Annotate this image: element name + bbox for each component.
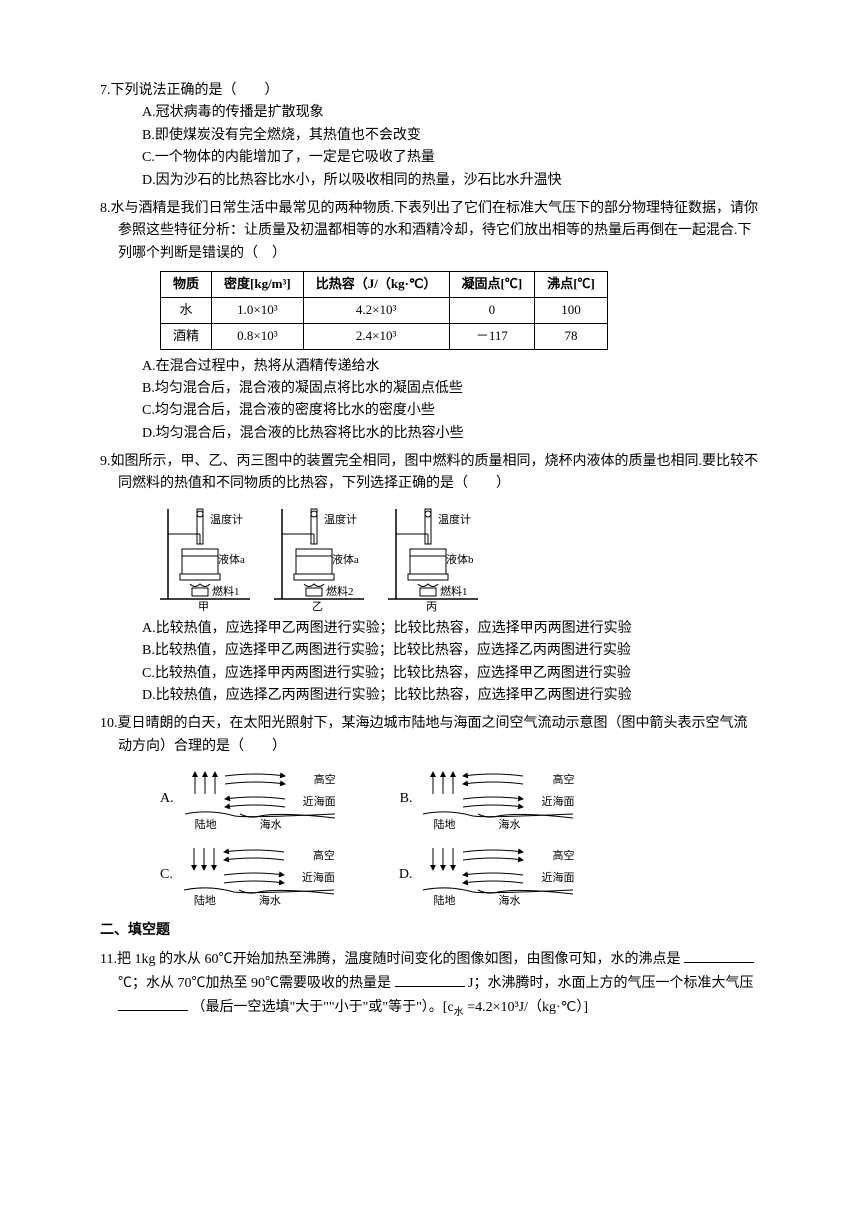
label-fuel: 燃料1 <box>212 584 240 602</box>
label-land: 陆地 <box>433 817 455 835</box>
label-liquid: 液体b <box>446 552 474 570</box>
q9-opt-c: C.比较热值，应选择甲丙两图进行实验；比较比热容，应选择甲乙两图进行实验 <box>100 663 760 685</box>
q8-th1: 密度[kg/m³] <box>212 272 304 298</box>
q9-opt-d: D.比较热值，应选择乙丙两图进行实验；比较比热容，应选择甲乙两图进行实验 <box>100 685 760 707</box>
air-flow-a: 高空 近海面 陆地 海水 <box>180 764 340 834</box>
q8-opt-d: D.均匀混合后，混合液的比热容将比水的比热容小些 <box>100 423 760 445</box>
q10-row2: C. 高空 近海面 陆地 海水 <box>160 840 760 910</box>
label-liquid: 液体a <box>332 552 359 570</box>
blank-2 <box>395 971 465 987</box>
q8-th0: 物质 <box>161 272 212 298</box>
label-near: 近海面 <box>541 870 574 888</box>
label-near: 近海面 <box>303 794 336 812</box>
q8-stem: 8.水与酒精是我们日常生活中最常见的两种物质.下表列出了它们在标准大气压下的部分… <box>100 198 760 265</box>
air-flow-d: 高空 近海面 陆地 海水 <box>418 840 578 910</box>
blank-1 <box>684 947 754 963</box>
q7-opt-b: B.即使煤炭没有完全燃烧，其热值也不会改变 <box>100 125 760 147</box>
air-flow-c: 高空 近海面 陆地 海水 <box>179 840 339 910</box>
label-high: 高空 <box>552 772 574 790</box>
question-11: 11.把 1kg 的水从 60℃开始加热至沸腾，温度随时间变化的图像如图，由图像… <box>100 947 760 1022</box>
label-high: 高空 <box>552 848 574 866</box>
q10-item-c: C. 高空 近海面 陆地 海水 <box>160 840 339 910</box>
q7-opt-a: A.冠状病毒的传播是扩散现象 <box>100 102 760 124</box>
q9-setup-jia: 温度计 液体a 燃料1 甲 <box>160 504 250 614</box>
q10-label-a: A. <box>160 788 174 810</box>
section-2-title: 二、填空题 <box>100 920 760 942</box>
q10-row1: A. 高空 近海面 陆地 海水 <box>160 764 760 834</box>
label-bing: 丙 <box>426 599 437 617</box>
q7-opt-c: C.一个物体的内能增加了，一定是它吸收了热量 <box>100 147 760 169</box>
q10-label-d: D. <box>399 864 413 886</box>
label-jia: 甲 <box>198 599 209 617</box>
q8-r1c0: 酒精 <box>161 323 212 349</box>
q8-table: 物质 密度[kg/m³] 比热容（J/（kg·℃） 凝固点[℃] 沸点[℃] 水… <box>160 271 608 349</box>
label-land: 陆地 <box>433 893 455 911</box>
label-thermometer: 温度计 <box>210 512 243 530</box>
q10-item-b: B. 高空 近海面 陆地 海水 <box>400 764 579 834</box>
label-sea: 海水 <box>259 893 281 911</box>
label-land: 陆地 <box>194 893 216 911</box>
q8-opt-a: A.在混合过程中，热将从酒精传递给水 <box>100 356 760 378</box>
q9-stem: 9.如图所示，甲、乙、丙三图中的装置完全相同，图中燃料的质量相同，烧杯内液体的质… <box>100 451 760 496</box>
label-thermometer: 温度计 <box>438 512 471 530</box>
q8-th3: 凝固点[℃] <box>449 272 535 298</box>
label-thermometer: 温度计 <box>324 512 357 530</box>
q9-opt-a: A.比较热值，应选择甲乙两图进行实验；比较比热容，应选择甲丙两图进行实验 <box>100 618 760 640</box>
q10-label-b: B. <box>400 788 413 810</box>
label-sea: 海水 <box>498 893 520 911</box>
q11-p2: ℃；水从 70℃加热至 90℃需要吸收的热量是 <box>118 976 391 991</box>
label-sea: 海水 <box>260 817 282 835</box>
q7-stem: 7.下列说法正确的是（ ） <box>100 80 760 102</box>
label-high: 高空 <box>314 772 336 790</box>
label-fuel: 燃料1 <box>440 584 468 602</box>
q8-r0c4: 100 <box>535 297 608 323</box>
q11-p5: =4.2×10³J/（kg·℃）] <box>467 1000 588 1015</box>
q8-r0c0: 水 <box>161 297 212 323</box>
q9-setup-yi: 温度计 液体a 燃料2 乙 <box>274 504 364 614</box>
q8-r0c2: 4.2×10³ <box>303 297 449 323</box>
label-land: 陆地 <box>195 817 217 835</box>
label-liquid: 液体a <box>218 552 245 570</box>
q10-item-a: A. 高空 近海面 陆地 海水 <box>160 764 340 834</box>
question-8: 8.水与酒精是我们日常生活中最常见的两种物质.下表列出了它们在标准大气压下的部分… <box>100 198 760 445</box>
q8-r1c1: 0.8×10³ <box>212 323 304 349</box>
label-high: 高空 <box>313 848 335 866</box>
q7-opt-d: D.因为沙石的比热容比水小，所以吸收相同的热量，沙石比水升温快 <box>100 170 760 192</box>
q8-th4: 沸点[℃] <box>535 272 608 298</box>
air-flow-b: 高空 近海面 陆地 海水 <box>418 764 578 834</box>
label-fuel: 燃料2 <box>326 584 354 602</box>
q8-r0c3: 0 <box>449 297 535 323</box>
label-near: 近海面 <box>302 870 335 888</box>
q9-opt-b: B.比较热值，应选择甲乙两图进行实验；比较比热容，应选择乙丙两图进行实验 <box>100 640 760 662</box>
q8-r1c4: 78 <box>535 323 608 349</box>
q8-opt-b: B.均匀混合后，混合液的凝固点将比水的凝固点低些 <box>100 378 760 400</box>
label-near: 近海面 <box>541 794 574 812</box>
q8-r1c2: 2.4×10³ <box>303 323 449 349</box>
q11-p4: （最后一空选填"大于""小于"或"等于"）。[c <box>192 1000 454 1015</box>
q10-item-d: D. 高空 近海面 陆地 海水 <box>399 840 579 910</box>
q8-r0c1: 1.0×10³ <box>212 297 304 323</box>
q11-p3: J；水沸腾时，水面上方的气压一个标准大气压 <box>468 976 753 991</box>
q10-label-c: C. <box>160 864 173 886</box>
label-sea: 海水 <box>498 817 520 835</box>
q11-sub: 水 <box>454 1007 464 1018</box>
question-7: 7.下列说法正确的是（ ） A.冠状病毒的传播是扩散现象 B.即使煤炭没有完全燃… <box>100 80 760 192</box>
blank-3 <box>118 995 188 1011</box>
q11-p1: 11.把 1kg 的水从 60℃开始加热至沸腾，温度随时间变化的图像如图，由图像… <box>100 952 680 967</box>
q9-diagrams: 温度计 液体a 燃料1 甲 温度计 液体a 燃料2 乙 <box>160 504 760 614</box>
q10-stem: 10.夏日晴朗的白天，在太阳光照射下，某海边城市陆地与海面之间空气流动示意图（图… <box>100 713 760 758</box>
question-10: 10.夏日晴朗的白天，在太阳光照射下，某海边城市陆地与海面之间空气流动示意图（图… <box>100 713 760 910</box>
q8-th2: 比热容（J/（kg·℃） <box>303 272 449 298</box>
q8-r1c3: －117 <box>449 323 535 349</box>
q8-opt-c: C.均匀混合后，混合液的密度将比水的密度小些 <box>100 400 760 422</box>
q9-setup-bing: 温度计 液体b 燃料1 丙 <box>388 504 478 614</box>
question-9: 9.如图所示，甲、乙、丙三图中的装置完全相同，图中燃料的质量相同，烧杯内液体的质… <box>100 451 760 707</box>
label-yi: 乙 <box>312 599 323 617</box>
